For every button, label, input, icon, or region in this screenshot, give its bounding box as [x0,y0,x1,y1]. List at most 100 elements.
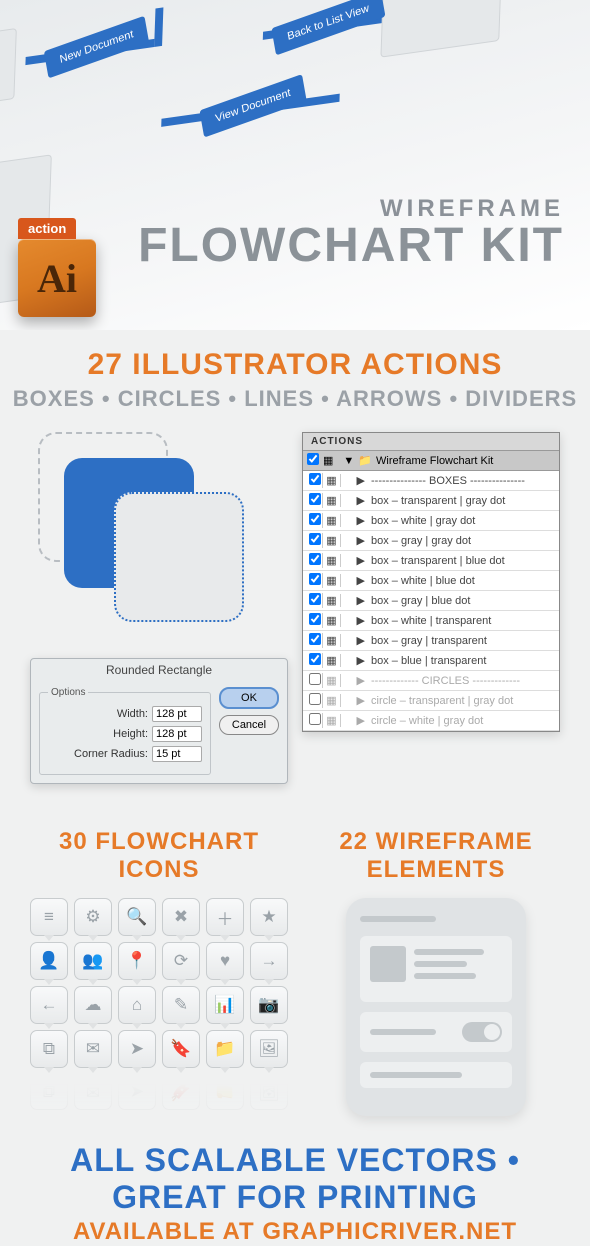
flow-btn-view: View Document [199,74,306,137]
action-row[interactable]: ▦▶------------- CIRCLES ------------- [303,671,559,691]
row-checkbox[interactable] [309,593,321,605]
width-label: Width: [48,708,148,720]
icon-grid-reflection: ⧉✉➤🔖📁🖼 [30,1072,288,1110]
row-indicator: ▦ [323,494,341,507]
wf-text-line [370,1072,462,1078]
height-input[interactable] [152,726,202,742]
action-row[interactable]: ▦▶box – white | gray dot [303,511,559,531]
action-row[interactable]: ▦▶--------------- BOXES --------------- [303,471,559,491]
wf-text-line [414,973,476,979]
action-row[interactable]: ▦▶circle – white | gray dot [303,711,559,731]
image-icon: 🖼 [250,1030,288,1068]
action-label: box – gray | blue dot [369,595,555,607]
arrow-left-icon: ← [30,986,68,1024]
play-icon[interactable]: ▶ [341,694,369,707]
radius-label: Corner Radius: [48,748,148,760]
flow-btn-new-doc: New Document [44,16,150,79]
row-indicator: ▦ [323,634,341,647]
row-indicator: ▦ [323,514,341,527]
actions-section: 27 ILLUSTRATOR ACTIONS BOXES • CIRCLES •… [0,330,590,804]
row-indicator: ▦ [323,614,341,627]
image-icon: 🖼 [250,1072,288,1110]
row-indicator: ▦ [323,594,341,607]
play-icon[interactable]: ▶ [341,534,369,547]
actions-panel-col: ACTIONS ▦ ▼ 📁 Wireframe Flowchart Kit ▦▶… [302,432,560,732]
row-checkbox[interactable] [309,493,321,505]
bookmark-icon: 🔖 [162,1072,200,1110]
play-icon[interactable]: ▶ [341,474,369,487]
plus-icon: ＋ [206,898,244,936]
chart-icon: 📊 [206,986,244,1024]
play-icon[interactable]: ▶ [341,714,369,727]
action-row[interactable]: ▦▶box – gray | blue dot [303,591,559,611]
row-checkbox[interactable] [309,553,321,565]
action-row[interactable]: ▦▶circle – transparent | gray dot [303,691,559,711]
action-label: circle – transparent | gray dot [369,695,555,707]
wf-thumb [370,946,406,982]
row-checkbox[interactable] [309,673,321,685]
send-icon: ➤ [118,1072,156,1110]
row-indicator: ▦ [323,554,341,567]
action-row[interactable]: ▦▶box – gray | gray dot [303,531,559,551]
row-checkbox[interactable] [309,573,321,585]
action-label: box – transparent | gray dot [369,495,555,507]
folder-name: Wireframe Flowchart Kit [376,455,493,467]
width-input[interactable] [152,706,202,722]
row-checkbox[interactable] [309,513,321,525]
row-checkbox[interactable] [309,713,321,725]
action-row[interactable]: ▦▶box – white | blue dot [303,571,559,591]
phone-wireframe [346,898,526,1116]
actions-panel-tab[interactable]: ACTIONS [303,433,371,450]
play-icon[interactable]: ▶ [341,594,369,607]
play-icon[interactable]: ▶ [341,654,369,667]
height-label: Height: [48,728,148,740]
home-icon: ⌂ [118,986,156,1024]
action-label: box – gray | transparent [369,635,555,647]
folder-icon: 📁 [206,1072,244,1110]
shapes-preview-col: Rounded Rectangle Options Width: Height: [30,432,288,784]
row-checkbox[interactable] [309,613,321,625]
folder-checkbox[interactable] [307,453,319,465]
play-icon[interactable]: ▶ [341,674,369,687]
play-icon[interactable]: ▶ [341,634,369,647]
flowchart-icons-col: 30 FLOWCHART ICONS ≡⚙🔍✖＋★👤👥📍⟳♥→←☁⌂✎📊📷⧉✉➤… [30,828,288,1116]
pin-icon: 📍 [118,942,156,980]
row-checkbox[interactable] [309,653,321,665]
mail-icon: ✉ [74,1030,112,1068]
wf-toggle [462,1022,502,1042]
folder-indicator: ▦ [323,454,333,467]
actions-heading: 27 ILLUSTRATOR ACTIONS [0,348,590,382]
row-checkbox[interactable] [309,533,321,545]
actions-panel: ACTIONS ▦ ▼ 📁 Wireframe Flowchart Kit ▦▶… [302,432,560,732]
action-row[interactable]: ▦▶box – transparent | gray dot [303,491,559,511]
play-icon[interactable]: ▶ [341,614,369,627]
play-icon[interactable]: ▶ [341,514,369,527]
rounded-rect-dialog: Rounded Rectangle Options Width: Height: [30,658,288,784]
action-row[interactable]: ▦▶box – blue | transparent [303,651,559,671]
folder-icon: 📁 [358,454,372,467]
bookmark-icon: 🔖 [162,1030,200,1068]
ok-button[interactable]: OK [219,687,279,709]
camera-icon: 📷 [250,986,288,1024]
action-row[interactable]: ▦▶box – transparent | blue dot [303,551,559,571]
action-row[interactable]: ▦▶box – white | transparent [303,611,559,631]
action-label: box – white | gray dot [369,515,555,527]
row-checkbox[interactable] [309,693,321,705]
radius-input[interactable] [152,746,202,762]
play-icon[interactable]: ▶ [341,494,369,507]
row-checkbox[interactable] [309,473,321,485]
dialog-title: Rounded Rectangle [31,659,287,681]
row-checkbox[interactable] [309,633,321,645]
play-icon[interactable]: ▶ [341,554,369,567]
cancel-button[interactable]: Cancel [219,715,279,735]
wf-text-line [414,961,467,967]
play-icon[interactable]: ▶ [341,574,369,587]
flow-btn-back: Back to List View [271,0,385,55]
row-indicator: ▦ [323,534,341,547]
row-indicator: ▦ [323,674,341,687]
row-indicator: ▦ [323,474,341,487]
folder-triangle[interactable]: ▼ [343,455,354,467]
folder-icon: 📁 [206,1030,244,1068]
star-icon: ★ [250,898,288,936]
action-row[interactable]: ▦▶box – gray | transparent [303,631,559,651]
